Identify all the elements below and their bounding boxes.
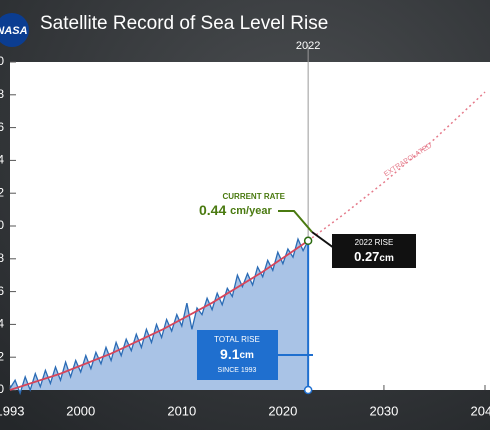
y-tick-label: 14 xyxy=(0,153,4,167)
y-tick-label: 2 xyxy=(0,349,4,363)
total-since: SINCE 1993 xyxy=(218,367,257,374)
current-point xyxy=(303,236,313,246)
y-tick-label: 8 xyxy=(0,251,4,265)
x-tick-label: 2000 xyxy=(66,403,95,418)
x-tick-label: 2010 xyxy=(167,403,196,418)
x-tick-label: 2020 xyxy=(268,403,297,418)
y-tick-label: 18 xyxy=(0,87,4,101)
logo: NASA xyxy=(0,25,28,37)
annotations: CURRENT RATE 0.44 cm/year 2022 RISE 0.27… xyxy=(197,142,433,380)
rate-title: CURRENT RATE xyxy=(222,192,285,201)
logo-badge xyxy=(0,13,29,47)
total-box xyxy=(197,330,278,380)
x-tick-label: 2040 xyxy=(471,403,490,418)
chart-title: Satellite Record of Sea Level Rise xyxy=(40,13,328,34)
y-tick-label: 4 xyxy=(0,317,4,331)
x-tick-label: 2030 xyxy=(369,403,398,418)
trend-line xyxy=(9,240,309,391)
rise-value: 0.27cm xyxy=(354,249,394,264)
rate-connector xyxy=(278,210,313,233)
rate-value: 0.44 cm/year xyxy=(199,202,272,218)
y-tick-label: 12 xyxy=(0,185,4,199)
rise-connector xyxy=(311,231,335,249)
y-tick-label: 16 xyxy=(0,120,4,134)
total-value: 9.1cm xyxy=(220,346,254,362)
extrapolation-line xyxy=(307,91,486,242)
y-tick-label: 10 xyxy=(0,218,4,232)
y-tick-label: 20 xyxy=(0,54,4,68)
total-title: TOTAL RISE xyxy=(214,335,260,344)
rise-box xyxy=(332,234,416,268)
marker-label: 2022 xyxy=(296,40,320,52)
y-tick-label: 0 xyxy=(0,382,4,396)
y-tick-label: 6 xyxy=(0,284,4,298)
x-tick-label: 1993 xyxy=(0,403,24,418)
rise-title: 2022 RISE xyxy=(355,238,394,247)
base-point xyxy=(303,385,313,395)
